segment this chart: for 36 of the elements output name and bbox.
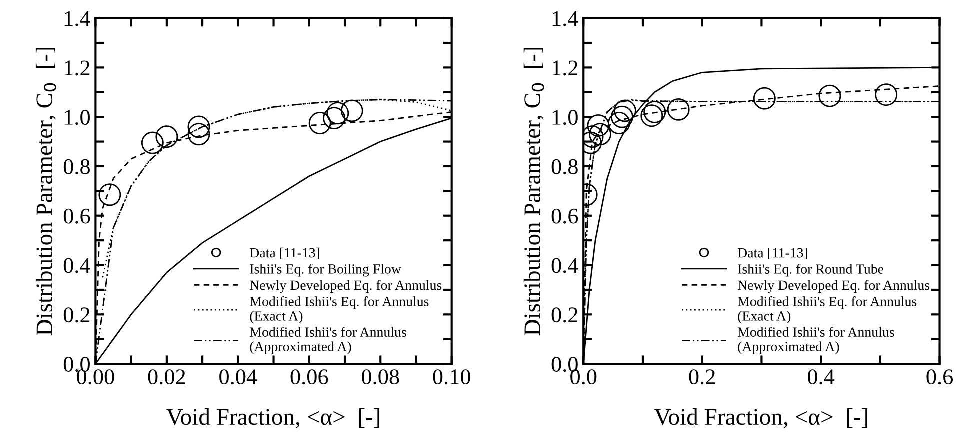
x-tick-label: 0.08 — [362, 370, 400, 385]
x-tick-label: 0.2 — [689, 370, 716, 385]
y-tick-label: 1.2 — [65, 60, 90, 76]
y-tick-label: 0.4 — [552, 258, 578, 274]
legend-label: Data [11-13] — [738, 248, 808, 260]
legend-label: Modified Ishii's Eq. for Annulus (Exact Λ) — [738, 296, 917, 324]
y-tick-label: 0.2 — [552, 308, 578, 323]
y-tick-label: 0.4 — [64, 258, 90, 274]
x-axis-title: Void Fraction, <α> [-] — [166, 408, 380, 429]
legend-label: Ishii's Eq. for Round Tube — [738, 264, 884, 277]
y-tick-label: 0.2 — [64, 308, 90, 323]
y-tick-label: 1.0 — [552, 110, 578, 126]
y-tick-label: 0.6 — [64, 208, 90, 224]
x-tick-label: 0.04 — [220, 370, 258, 385]
y-tick-label: 1.4 — [552, 11, 578, 26]
legend-label: Modified Ishii's for Annulus (Approximated Λ) — [738, 327, 894, 354]
legend-label: Ishii's Eq. for Boiling Flow — [250, 264, 402, 277]
x-tick-label: 0.06 — [290, 370, 328, 385]
y-axis-title: Distribution Parameter, C$_{0}$ [-] — [36, 48, 56, 336]
legend-label: Modified Ishii's Eq. for Annulus (Exact Λ) — [250, 296, 429, 324]
y-tick-label: 0.8 — [64, 159, 90, 175]
x-tick-label: 0.10 — [433, 370, 470, 385]
legend-label: Newly Developed Eq. for Annulus — [738, 280, 930, 294]
legend-label: Newly Developed Eq. for Annulus — [250, 280, 442, 294]
y-tick-label: 1.0 — [65, 110, 90, 126]
x-axis-title: Void Fraction, <α> [-] — [654, 408, 868, 429]
y-axis-title: Distribution Parameter, C$_{0}$ [-] — [524, 48, 544, 336]
x-tick-label: 0.02 — [148, 370, 186, 385]
y-tick-label: 0.6 — [552, 208, 578, 224]
y-tick-label: 1.2 — [552, 60, 578, 76]
y-tick-label: 0.8 — [552, 159, 578, 175]
legend-label: Modified Ishii's for Annulus (Approximated Λ) — [250, 327, 406, 354]
x-tick-label: 0.4 — [808, 370, 835, 385]
x-tick-label: 0.6 — [926, 370, 953, 385]
legend-label: Data [11-13] — [250, 248, 320, 260]
y-tick-label: 1.4 — [65, 11, 90, 26]
